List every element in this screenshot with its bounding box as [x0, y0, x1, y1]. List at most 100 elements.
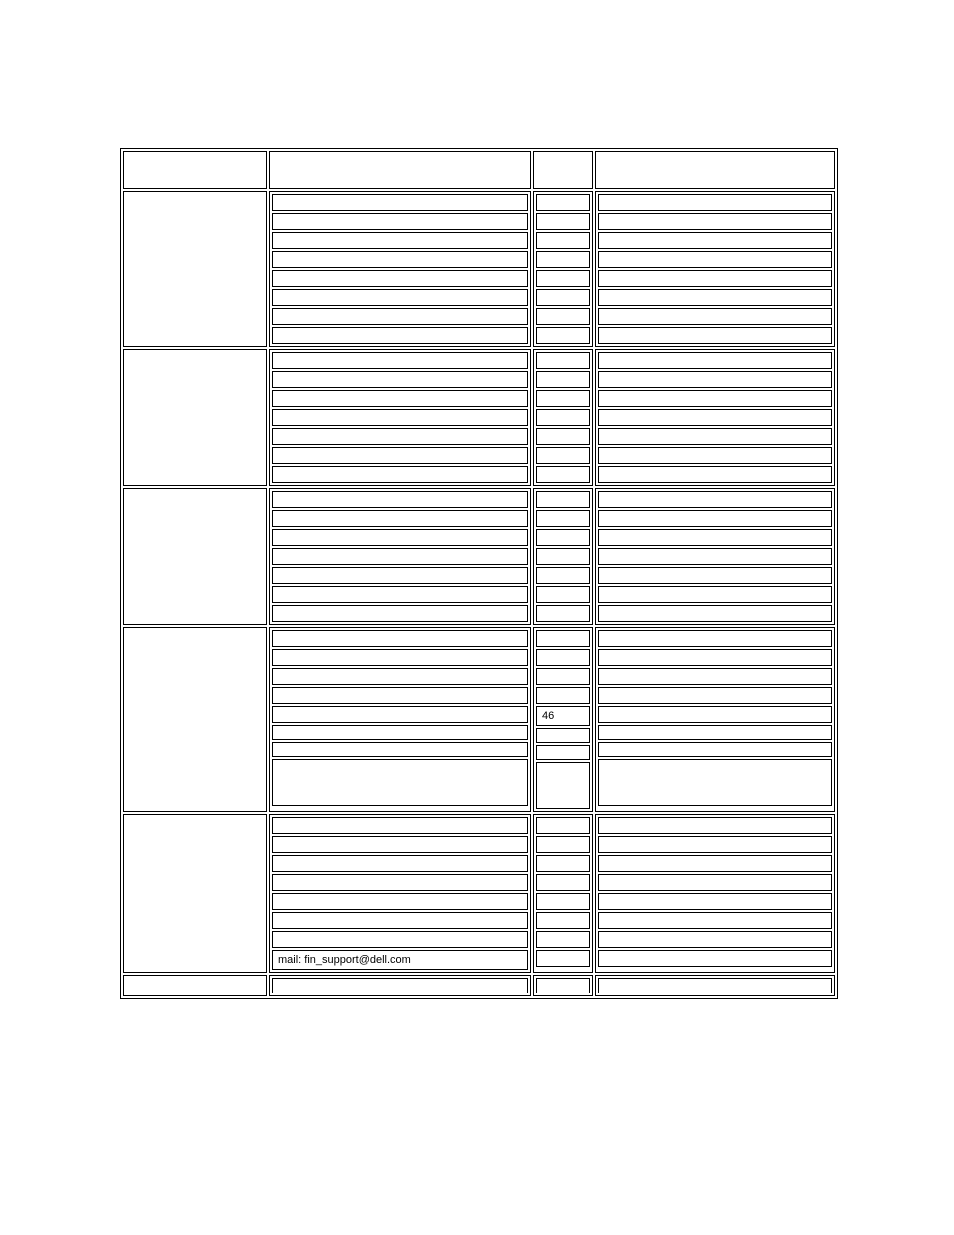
cell: [272, 668, 528, 685]
cell: [536, 567, 590, 584]
cell: [598, 352, 832, 369]
cell: [536, 762, 590, 809]
group-0-col1: [123, 151, 267, 189]
cell: [598, 371, 832, 388]
nested-col: 46: [533, 627, 593, 812]
cell: [598, 978, 832, 993]
cell: [598, 194, 832, 211]
cell: [272, 466, 528, 483]
cell: [536, 817, 590, 834]
cell: [598, 466, 832, 483]
cell: [598, 447, 832, 464]
cell: [598, 428, 832, 445]
cell: [536, 893, 590, 910]
cell: [598, 586, 832, 603]
cell: [536, 289, 590, 306]
group-1-col1: [123, 191, 267, 347]
cell: [598, 491, 832, 508]
cell: [536, 510, 590, 527]
cell: [272, 428, 528, 445]
cell: [598, 567, 832, 584]
nested-col: [533, 975, 593, 996]
cell: [598, 855, 832, 872]
cell: [536, 978, 590, 993]
cell: [536, 605, 590, 622]
cell: [536, 491, 590, 508]
cell: [598, 912, 832, 929]
cell: [272, 447, 528, 464]
cell: [272, 371, 528, 388]
cell: [598, 605, 832, 622]
cell: [595, 151, 835, 189]
cell: [272, 605, 528, 622]
cell: [272, 491, 528, 508]
cell: [272, 529, 528, 546]
cell: [536, 308, 590, 325]
cell: [272, 912, 528, 929]
cell: [272, 855, 528, 872]
cell: [598, 270, 832, 287]
group-6-col1: [123, 975, 267, 996]
cell: [536, 912, 590, 929]
cell: [272, 687, 528, 704]
contact-table: 46 mail: fin_support@dell.com: [120, 148, 838, 999]
nested-col: [269, 975, 531, 996]
cell: [272, 251, 528, 268]
nested-col: [269, 488, 531, 625]
cell: [272, 759, 528, 806]
cell: [272, 308, 528, 325]
nested-col: [533, 488, 593, 625]
cell: [272, 409, 528, 426]
cell: [272, 978, 528, 993]
group-2-col1: [123, 349, 267, 486]
cell: [598, 931, 832, 948]
cell: [533, 151, 593, 189]
cell: [598, 529, 832, 546]
cell: [272, 630, 528, 647]
cell: [536, 668, 590, 685]
cell: [598, 759, 832, 806]
cell: [272, 893, 528, 910]
cell: [536, 649, 590, 666]
cell: [536, 466, 590, 483]
group-4-col1: [123, 627, 267, 812]
cell: [536, 409, 590, 426]
cell: [272, 390, 528, 407]
cell: [536, 836, 590, 853]
cell: mail: fin_support@dell.com: [272, 950, 528, 970]
cell: [536, 390, 590, 407]
cell: [272, 817, 528, 834]
cell: [536, 352, 590, 369]
cell: [272, 213, 528, 230]
nested-col: mail: fin_support@dell.com: [269, 814, 531, 973]
cell: [272, 548, 528, 565]
cell: [536, 950, 590, 967]
cell: [536, 529, 590, 546]
cell: [536, 194, 590, 211]
cell: [536, 428, 590, 445]
cell: [598, 742, 832, 757]
cell: [536, 586, 590, 603]
cell: [598, 289, 832, 306]
cell: [536, 251, 590, 268]
cell: [536, 232, 590, 249]
cell: [598, 251, 832, 268]
cell: [598, 548, 832, 565]
cell: [272, 725, 528, 740]
cell: [598, 649, 832, 666]
cell: [598, 725, 832, 740]
cell: [598, 213, 832, 230]
cell: [536, 931, 590, 948]
cell: [598, 950, 832, 967]
nested-col: [595, 191, 835, 347]
cell: [272, 874, 528, 891]
cell: [598, 232, 832, 249]
nested-col: [533, 349, 593, 486]
cell: [272, 510, 528, 527]
cell: [598, 390, 832, 407]
cell: [598, 817, 832, 834]
cell: [272, 649, 528, 666]
cell: [272, 706, 528, 723]
cell: [598, 893, 832, 910]
nested-col: [595, 814, 835, 973]
